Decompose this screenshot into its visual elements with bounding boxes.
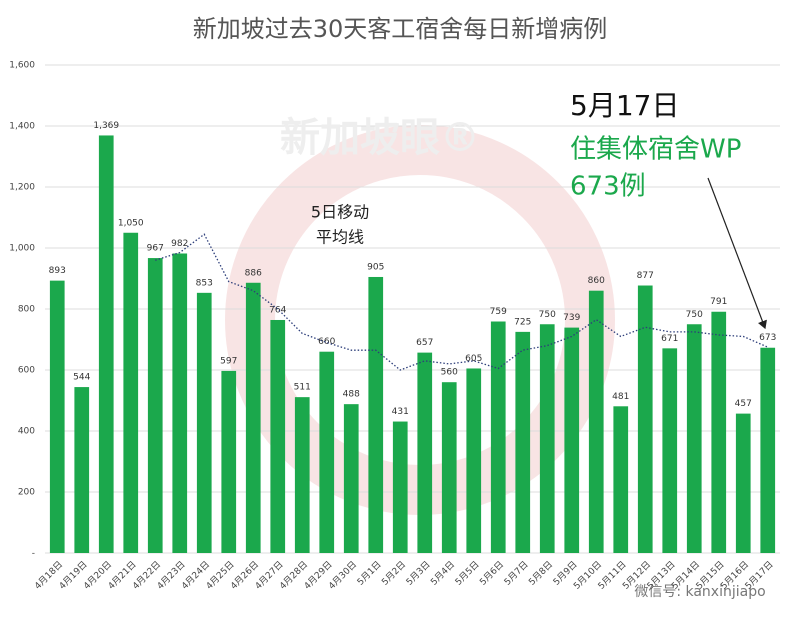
bar bbox=[441, 382, 457, 553]
bar bbox=[735, 413, 751, 553]
moving-average-line bbox=[155, 233, 769, 371]
data-label: 1,369 bbox=[93, 121, 119, 131]
bar bbox=[490, 321, 506, 553]
annotation: 5日移动 bbox=[311, 203, 369, 222]
data-label: 431 bbox=[392, 407, 409, 417]
bar bbox=[245, 282, 261, 553]
watermark: 微信号: kanxinjiapo bbox=[634, 584, 765, 600]
y-tick-label: 800 bbox=[18, 305, 35, 315]
y-tick-label: 200 bbox=[18, 488, 35, 498]
data-label: 488 bbox=[343, 390, 360, 400]
bar bbox=[662, 348, 678, 553]
y-tick-label: - bbox=[32, 549, 35, 559]
bar bbox=[368, 276, 384, 553]
bar bbox=[564, 327, 580, 553]
bar bbox=[711, 311, 727, 553]
bar bbox=[760, 347, 776, 553]
data-label: 739 bbox=[563, 313, 580, 323]
y-tick-label: 400 bbox=[18, 427, 35, 437]
x-tick-label: 5月3日 bbox=[404, 559, 433, 588]
bar bbox=[392, 421, 408, 553]
bar bbox=[123, 232, 139, 553]
data-label: 982 bbox=[171, 239, 188, 249]
bar bbox=[147, 258, 163, 553]
bar bbox=[221, 370, 237, 553]
bar bbox=[74, 387, 90, 553]
data-label: 725 bbox=[514, 317, 531, 327]
data-label: 605 bbox=[465, 354, 482, 364]
y-tick-label: 1,000 bbox=[9, 244, 35, 254]
data-label: 759 bbox=[490, 307, 507, 317]
data-label: 660 bbox=[318, 337, 335, 347]
bar bbox=[686, 324, 702, 553]
bar bbox=[270, 319, 286, 553]
data-label: 544 bbox=[73, 373, 90, 383]
data-label: 671 bbox=[661, 334, 678, 344]
arrow bbox=[707, 177, 767, 330]
data-label: 560 bbox=[441, 368, 458, 378]
bar bbox=[417, 352, 433, 553]
bar bbox=[98, 135, 114, 553]
data-label: 764 bbox=[269, 305, 286, 315]
bar bbox=[294, 397, 310, 553]
data-label: 893 bbox=[49, 266, 66, 276]
x-tick-label: 5月4日 bbox=[429, 559, 458, 588]
x-tick-label: 5月7日 bbox=[502, 559, 531, 588]
data-label: 1,050 bbox=[118, 218, 144, 228]
data-label: 750 bbox=[539, 310, 556, 320]
data-label: 967 bbox=[147, 244, 164, 254]
bar bbox=[515, 331, 531, 553]
annotation: 5月17日 bbox=[570, 89, 679, 122]
data-label: 457 bbox=[735, 399, 752, 409]
watermark: 新加坡眼® bbox=[280, 115, 480, 161]
bar bbox=[172, 253, 188, 554]
annotation: 住集体宿舍WP bbox=[570, 135, 741, 165]
x-tick-label: 5月1日 bbox=[355, 559, 384, 588]
data-label: 791 bbox=[710, 297, 727, 307]
data-label: 750 bbox=[686, 310, 703, 320]
data-label: 886 bbox=[245, 268, 262, 278]
y-tick-label: 1,200 bbox=[9, 183, 35, 193]
data-label: 673 bbox=[759, 333, 776, 343]
data-label: 597 bbox=[220, 356, 237, 366]
y-tick-label: 1,600 bbox=[9, 61, 35, 71]
data-label: 877 bbox=[637, 271, 654, 281]
annotation: 平均线 bbox=[316, 228, 364, 247]
y-tick-label: 600 bbox=[18, 366, 35, 376]
bar bbox=[466, 368, 482, 553]
bar bbox=[539, 324, 555, 553]
y-tick-label: 1,400 bbox=[9, 122, 35, 132]
x-tick-label: 5月2日 bbox=[380, 559, 409, 588]
data-label: 853 bbox=[196, 278, 213, 288]
data-label: 511 bbox=[294, 383, 311, 393]
annotation: 673例 bbox=[570, 172, 646, 202]
bar bbox=[196, 292, 212, 553]
chart-title: 新加坡过去30天客工宿舍每日新增病例 bbox=[193, 15, 608, 43]
bar bbox=[637, 285, 653, 553]
x-tick-label: 5月8日 bbox=[527, 559, 556, 588]
bar bbox=[613, 406, 629, 553]
bar bbox=[343, 404, 359, 553]
data-label: 905 bbox=[367, 262, 384, 272]
x-tick-label: 5月6日 bbox=[478, 559, 507, 588]
x-tick-label: 5月5日 bbox=[453, 559, 482, 588]
bar bbox=[319, 351, 335, 553]
data-label: 860 bbox=[588, 276, 605, 286]
bar bbox=[49, 280, 65, 553]
data-label: 657 bbox=[416, 338, 433, 348]
bar bbox=[588, 290, 604, 553]
data-label: 481 bbox=[612, 392, 629, 402]
